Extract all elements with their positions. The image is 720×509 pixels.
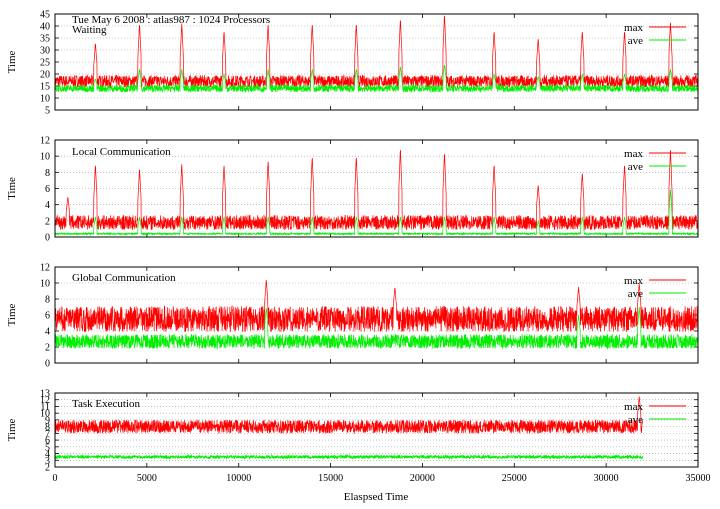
y-tick-label: 6 xyxy=(45,436,50,447)
y-tick-label: 10 xyxy=(40,279,50,290)
y-axis-label: Time xyxy=(6,177,18,200)
legend-label: max xyxy=(624,148,643,160)
panel-label: Global Communication xyxy=(72,272,176,284)
x-tick-label: 10000 xyxy=(226,473,251,484)
legend-label: max xyxy=(624,401,643,413)
y-tick-label: 12 xyxy=(40,395,50,406)
series-line-max xyxy=(54,280,699,333)
x-tick-label: 30000 xyxy=(594,473,619,484)
x-tick-label: 15000 xyxy=(318,473,343,484)
y-tick-label: 0 xyxy=(45,233,50,244)
y-tick-label: 8 xyxy=(45,168,50,179)
y-tick-label: 20 xyxy=(40,70,50,81)
y-tick-label: 8 xyxy=(45,422,50,433)
y-tick-label: 4 xyxy=(45,449,50,460)
y-tick-label: 2 xyxy=(45,216,50,227)
legend-label: ave xyxy=(628,288,643,300)
y-tick-label: 25 xyxy=(40,58,50,69)
y-axis-label: Time xyxy=(6,303,18,326)
y-tick-label: 45 xyxy=(40,10,50,21)
legend-label: ave xyxy=(628,414,643,426)
y-tick-label: 40 xyxy=(40,22,50,33)
y-tick-label: 12 xyxy=(40,136,50,147)
plot-frame xyxy=(54,13,699,111)
figure-title: Tue May 6 2008 : atlas987 : 1024 Process… xyxy=(72,14,270,26)
y-tick-label: 11 xyxy=(40,402,50,413)
series-line-max xyxy=(54,396,644,435)
series-line-ave xyxy=(54,306,699,350)
y-tick-label: 13 xyxy=(40,389,50,400)
series-line-max xyxy=(54,150,699,231)
legend-label: ave xyxy=(628,161,643,173)
y-tick-label: 7 xyxy=(45,429,50,440)
series-line-ave xyxy=(54,453,644,460)
series-line-ave xyxy=(54,64,699,94)
legend-label: ave xyxy=(628,35,643,47)
x-tick-label: 5000 xyxy=(137,473,157,484)
x-tick-label: 20000 xyxy=(410,473,435,484)
legend-label: max xyxy=(624,22,643,34)
y-axis-label: Time xyxy=(6,418,18,441)
panel-label: Waiting xyxy=(72,24,107,36)
series-line-ave xyxy=(54,189,699,236)
panel-label: Local Communication xyxy=(72,146,171,158)
y-tick-label: 30 xyxy=(40,46,50,57)
y-tick-label: 10 xyxy=(40,409,50,420)
plot-frame xyxy=(54,266,699,364)
y-axis-label: Time xyxy=(6,50,18,73)
y-tick-label: 4 xyxy=(45,327,50,338)
series-line-max xyxy=(54,15,699,89)
y-tick-label: 3 xyxy=(45,456,50,467)
y-tick-label: 0 xyxy=(45,359,50,370)
y-tick-label: 5 xyxy=(45,442,50,453)
x-tick-label: 0 xyxy=(53,473,58,484)
y-tick-label: 10 xyxy=(40,152,50,163)
y-tick-label: 6 xyxy=(45,311,50,322)
y-tick-label: 15 xyxy=(40,82,50,93)
y-tick-label: 10 xyxy=(40,94,50,105)
plot-frame xyxy=(54,392,699,468)
y-tick-label: 2 xyxy=(45,463,50,474)
y-tick-label: 5 xyxy=(45,106,50,117)
plot-frame xyxy=(54,139,699,238)
y-tick-label: 35 xyxy=(40,34,50,45)
y-tick-label: 12 xyxy=(40,263,50,274)
y-tick-label: 8 xyxy=(45,295,50,306)
x-tick-label: 35000 xyxy=(686,473,711,484)
panel-label: Task Execution xyxy=(72,398,140,410)
y-tick-label: 4 xyxy=(45,200,50,211)
y-tick-label: 6 xyxy=(45,184,50,195)
x-tick-label: 25000 xyxy=(502,473,527,484)
y-tick-label: 9 xyxy=(45,415,50,426)
y-tick-label: 2 xyxy=(45,343,50,354)
x-axis-label: Elaspsed Time xyxy=(344,491,409,503)
legend-label: max xyxy=(624,275,643,287)
